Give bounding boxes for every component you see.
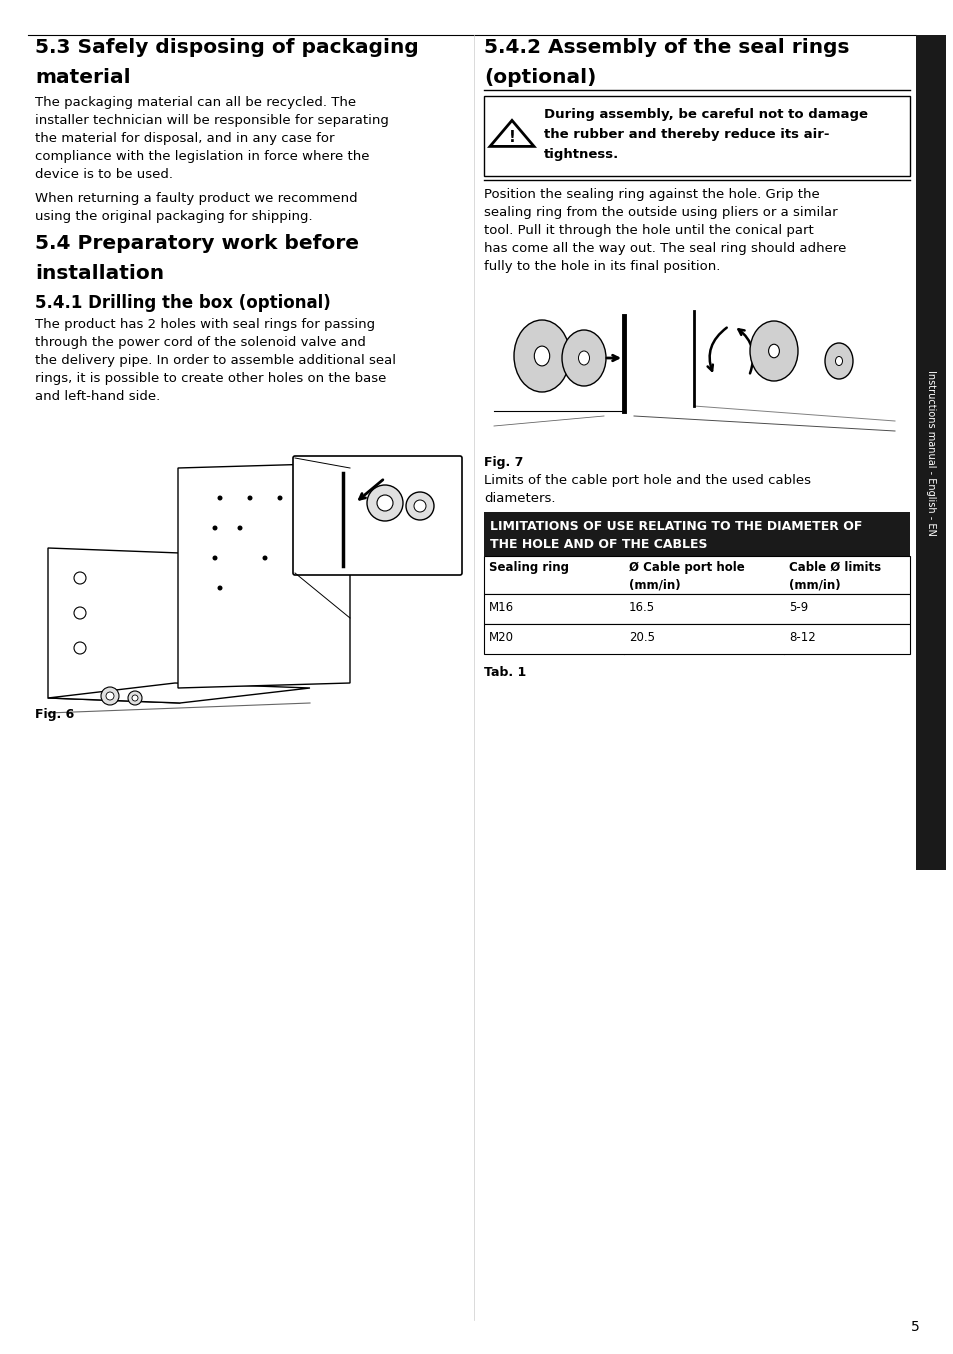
Text: Ø Cable port hole
(mm/in): Ø Cable port hole (mm/in) [628, 561, 744, 590]
Circle shape [74, 642, 86, 654]
Circle shape [74, 571, 86, 584]
Text: Cable Ø limits
(mm/in): Cable Ø limits (mm/in) [788, 561, 881, 590]
Text: 16.5: 16.5 [628, 601, 655, 613]
Text: installation: installation [35, 264, 164, 283]
Circle shape [128, 691, 142, 705]
Bar [483, 624, 909, 654]
Text: Position the sealing ring against the hole. Grip the
sealing ring from the outsi: Position the sealing ring against the ho… [483, 188, 845, 274]
Circle shape [414, 500, 426, 512]
Text: !: ! [508, 130, 515, 145]
Ellipse shape [514, 320, 569, 393]
Polygon shape [490, 121, 534, 146]
Text: 5.3 Safely disposing of packaging: 5.3 Safely disposing of packaging [35, 38, 418, 57]
Text: M16: M16 [489, 601, 514, 613]
Ellipse shape [578, 351, 589, 366]
Text: When returning a faulty product we recommend
using the original packaging for sh: When returning a faulty product we recom… [35, 192, 357, 223]
Text: 5.4.1 Drilling the box (optional): 5.4.1 Drilling the box (optional) [35, 294, 331, 311]
Text: Instructions manual - English - EN: Instructions manual - English - EN [925, 370, 935, 535]
Text: 5.4 Preparatory work before: 5.4 Preparatory work before [35, 234, 358, 253]
Text: The packaging material can all be recycled. The
installer technician will be res: The packaging material can all be recycl… [35, 96, 389, 181]
Text: 8-12: 8-12 [788, 631, 815, 645]
Circle shape [406, 492, 434, 520]
Ellipse shape [749, 321, 797, 380]
Ellipse shape [534, 347, 549, 366]
Circle shape [106, 692, 113, 700]
Text: tightness.: tightness. [543, 148, 618, 161]
Circle shape [132, 695, 138, 701]
Bar [483, 96, 909, 176]
Text: 5.4.2 Assembly of the seal rings: 5.4.2 Assembly of the seal rings [483, 38, 848, 57]
Text: 5-9: 5-9 [788, 601, 807, 613]
Text: LIMITATIONS OF USE RELATING TO THE DIAMETER OF: LIMITATIONS OF USE RELATING TO THE DIAME… [490, 520, 862, 533]
Bar [915, 35, 945, 871]
Text: (optional): (optional) [483, 68, 596, 87]
Text: the rubber and thereby reduce its air-: the rubber and thereby reduce its air- [543, 129, 828, 141]
Ellipse shape [561, 330, 605, 386]
Circle shape [237, 525, 242, 531]
Text: material: material [35, 68, 131, 87]
Text: Fig. 6: Fig. 6 [35, 708, 74, 720]
Text: Limits of the cable port hole and the used cables
diameters.: Limits of the cable port hole and the us… [483, 474, 810, 505]
Bar [483, 512, 909, 556]
Circle shape [217, 585, 222, 590]
Text: During assembly, be careful not to damage: During assembly, be careful not to damag… [543, 108, 867, 121]
Bar [483, 556, 909, 594]
Text: Tab. 1: Tab. 1 [483, 666, 526, 678]
Text: 20.5: 20.5 [628, 631, 655, 645]
FancyBboxPatch shape [293, 456, 461, 575]
Circle shape [217, 496, 222, 501]
Text: The product has 2 holes with seal rings for passing
through the power cord of th: The product has 2 holes with seal rings … [35, 318, 395, 403]
Bar [483, 594, 909, 624]
Ellipse shape [835, 356, 841, 366]
Circle shape [367, 485, 402, 521]
Circle shape [213, 525, 217, 531]
Text: M20: M20 [489, 631, 514, 645]
Ellipse shape [824, 343, 852, 379]
Polygon shape [178, 463, 350, 688]
Text: Sealing ring: Sealing ring [489, 561, 568, 574]
Polygon shape [48, 682, 310, 703]
Circle shape [247, 496, 253, 501]
Circle shape [277, 496, 282, 501]
Circle shape [262, 555, 267, 561]
Text: THE HOLE AND OF THE CABLES: THE HOLE AND OF THE CABLES [490, 538, 707, 551]
Circle shape [213, 555, 217, 561]
Circle shape [376, 496, 393, 510]
Text: Fig. 7: Fig. 7 [483, 456, 523, 468]
Text: 5: 5 [910, 1320, 919, 1334]
Circle shape [74, 607, 86, 619]
Polygon shape [48, 548, 180, 703]
Circle shape [101, 686, 119, 705]
Ellipse shape [768, 344, 779, 357]
